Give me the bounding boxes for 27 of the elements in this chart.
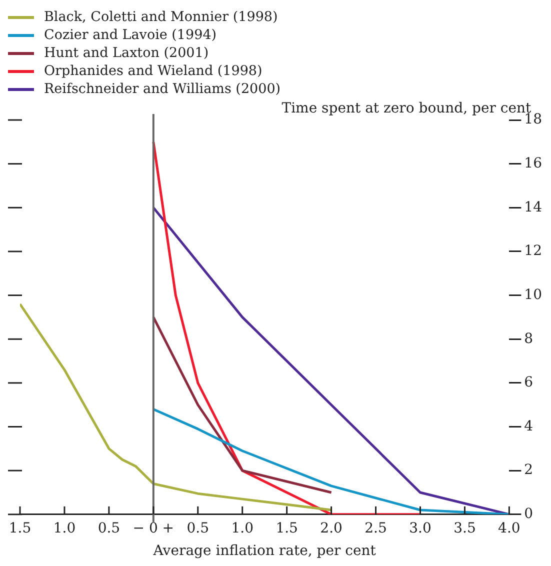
x-tick-label: 0.5 [98, 520, 120, 536]
legend-label: Black, Coletti and Monnier (1998) [44, 8, 278, 26]
x-tick-label: 1.5 [276, 520, 298, 536]
legend-label: Orphanides and Wieland (1998) [44, 62, 262, 80]
x-tick-label: 3.5 [454, 520, 476, 536]
x-tick-label: 1.0 [53, 520, 76, 536]
y-tick-label: 2 [524, 462, 534, 478]
legend-label: Reifschneider and Williams (2000) [44, 80, 281, 98]
x-tick-label: 2.5 [364, 520, 387, 536]
y-tick-label: 16 [524, 155, 542, 172]
x-tick-label: 1.5 [8, 520, 32, 536]
legend-label: Cozier and Lavoie (1994) [44, 26, 217, 44]
x-axis-title: Average inflation rate, per cent [152, 543, 376, 560]
y-tick-label: 14 [524, 199, 542, 216]
y-tick-label: 10 [524, 286, 542, 303]
legend-label: Hunt and Laxton (2001) [44, 44, 209, 62]
x-tick-label: 1.0 [231, 520, 254, 536]
y-tick-label: 0 [524, 506, 534, 522]
x-tick-label: 3.0 [409, 520, 432, 536]
y-tick-label: 12 [524, 243, 542, 260]
y-tick-label: 6 [524, 374, 534, 391]
x-tick-label: 2.0 [320, 520, 342, 536]
x-tick-label: − 0 + [132, 520, 174, 536]
x-tick-label: 4.0 [498, 520, 520, 536]
y-tick-label: 4 [524, 418, 534, 434]
x-tick-label: 0.5 [186, 520, 210, 536]
y-tick-label: 8 [524, 330, 534, 347]
